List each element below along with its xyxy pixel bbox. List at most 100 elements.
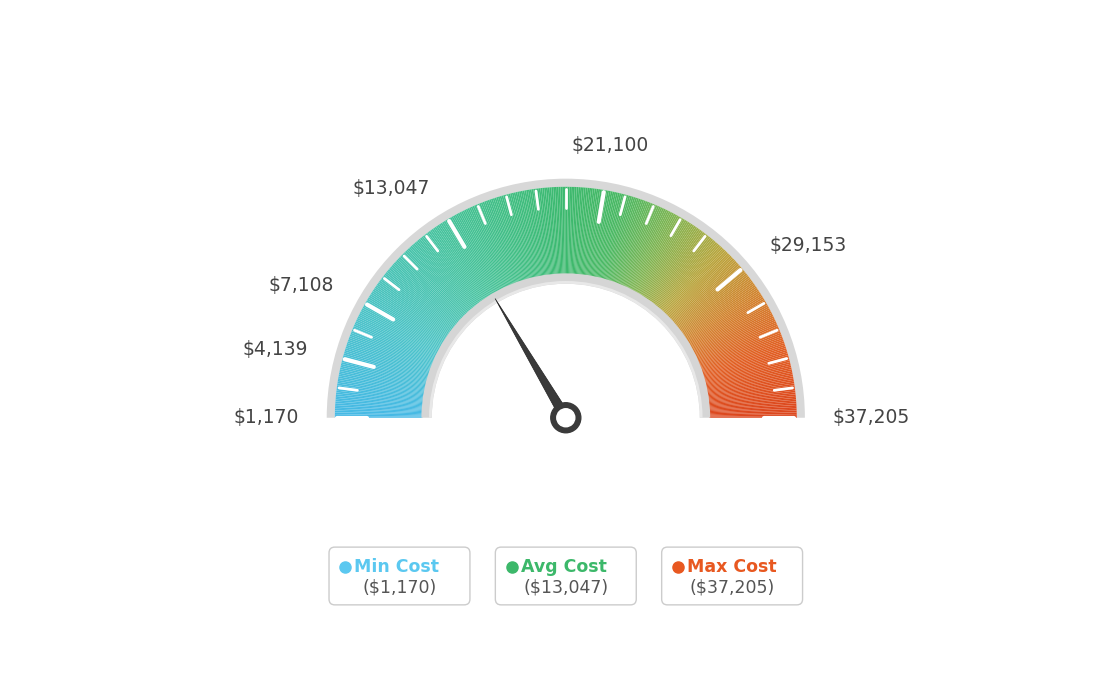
- Wedge shape: [696, 321, 776, 359]
- Wedge shape: [347, 343, 431, 373]
- Wedge shape: [704, 357, 789, 381]
- Wedge shape: [709, 402, 796, 408]
- Wedge shape: [707, 378, 794, 394]
- Wedge shape: [340, 369, 426, 388]
- Wedge shape: [354, 323, 435, 360]
- Wedge shape: [456, 214, 499, 292]
- Wedge shape: [352, 329, 434, 364]
- Wedge shape: [683, 285, 756, 336]
- Wedge shape: [350, 333, 433, 366]
- Wedge shape: [417, 239, 475, 308]
- Wedge shape: [686, 293, 761, 341]
- Wedge shape: [437, 225, 487, 299]
- Wedge shape: [639, 219, 684, 295]
- Wedge shape: [551, 187, 558, 275]
- Wedge shape: [463, 210, 502, 290]
- Wedge shape: [426, 233, 480, 304]
- Wedge shape: [343, 353, 428, 379]
- Wedge shape: [359, 313, 438, 354]
- Wedge shape: [707, 375, 793, 392]
- Wedge shape: [336, 398, 423, 406]
- Wedge shape: [477, 204, 512, 286]
- Wedge shape: [699, 331, 781, 365]
- Wedge shape: [660, 244, 720, 311]
- Wedge shape: [414, 242, 473, 310]
- Wedge shape: [542, 188, 552, 275]
- Wedge shape: [709, 413, 797, 415]
- Wedge shape: [671, 261, 736, 322]
- Wedge shape: [452, 216, 496, 293]
- Wedge shape: [631, 213, 673, 291]
- Wedge shape: [369, 295, 444, 343]
- Wedge shape: [640, 221, 688, 296]
- Wedge shape: [399, 257, 463, 319]
- Wedge shape: [336, 403, 423, 410]
- Wedge shape: [696, 319, 776, 358]
- Wedge shape: [671, 262, 737, 322]
- Wedge shape: [535, 188, 548, 276]
- Wedge shape: [379, 281, 450, 333]
- Wedge shape: [339, 375, 425, 392]
- Wedge shape: [386, 270, 456, 327]
- Wedge shape: [697, 323, 777, 360]
- Wedge shape: [595, 192, 615, 278]
- Wedge shape: [703, 352, 787, 378]
- Wedge shape: [701, 342, 784, 371]
- Wedge shape: [676, 269, 744, 326]
- Wedge shape: [505, 195, 529, 279]
- Wedge shape: [649, 230, 701, 302]
- Wedge shape: [363, 305, 440, 348]
- Wedge shape: [336, 402, 423, 408]
- Wedge shape: [691, 305, 768, 348]
- Wedge shape: [700, 336, 783, 368]
- Wedge shape: [391, 265, 458, 324]
- Wedge shape: [694, 316, 774, 356]
- Wedge shape: [564, 187, 565, 275]
- Wedge shape: [584, 188, 596, 276]
- Wedge shape: [464, 210, 503, 289]
- Wedge shape: [378, 282, 450, 335]
- Wedge shape: [440, 223, 489, 297]
- Wedge shape: [416, 241, 474, 309]
- Wedge shape: [360, 311, 438, 353]
- Wedge shape: [512, 193, 533, 279]
- Wedge shape: [686, 291, 760, 340]
- Wedge shape: [337, 388, 424, 401]
- Wedge shape: [654, 235, 709, 305]
- Wedge shape: [376, 284, 449, 335]
- Wedge shape: [709, 407, 797, 412]
- Wedge shape: [510, 193, 532, 279]
- Wedge shape: [530, 189, 544, 276]
- Wedge shape: [660, 244, 719, 310]
- Wedge shape: [569, 187, 571, 275]
- Wedge shape: [707, 376, 794, 393]
- Wedge shape: [412, 244, 471, 311]
- Wedge shape: [636, 216, 680, 293]
- Wedge shape: [423, 235, 478, 305]
- Wedge shape: [344, 352, 428, 378]
- Wedge shape: [539, 188, 550, 275]
- Wedge shape: [704, 362, 790, 384]
- Wedge shape: [507, 194, 530, 279]
- Wedge shape: [383, 275, 454, 330]
- Wedge shape: [681, 281, 753, 333]
- Wedge shape: [707, 373, 793, 391]
- Wedge shape: [659, 242, 718, 310]
- Wedge shape: [372, 291, 446, 340]
- Wedge shape: [439, 224, 488, 298]
- Wedge shape: [618, 203, 652, 285]
- Wedge shape: [698, 326, 778, 362]
- FancyBboxPatch shape: [496, 547, 636, 605]
- Wedge shape: [583, 188, 595, 276]
- Wedge shape: [582, 188, 593, 275]
- Wedge shape: [709, 398, 796, 406]
- Wedge shape: [639, 220, 687, 295]
- Wedge shape: [693, 313, 773, 354]
- Wedge shape: [702, 346, 786, 375]
- Wedge shape: [374, 288, 447, 338]
- Wedge shape: [694, 315, 773, 355]
- Wedge shape: [394, 262, 460, 322]
- Text: $4,139: $4,139: [243, 340, 308, 359]
- Text: ($13,047): ($13,047): [523, 579, 608, 597]
- Wedge shape: [519, 191, 538, 277]
